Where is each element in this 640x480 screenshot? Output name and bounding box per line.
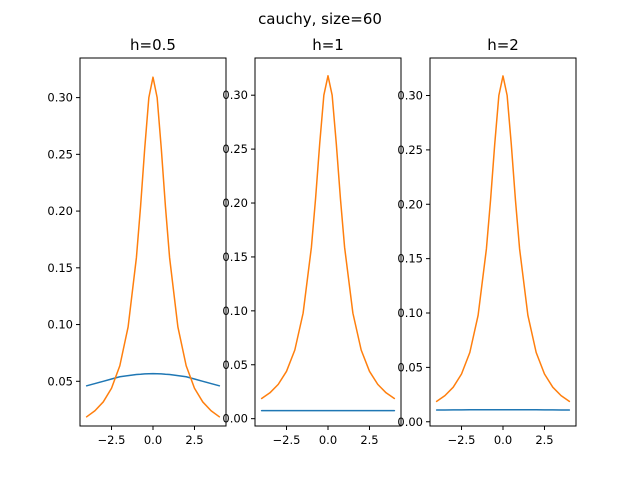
x-tick-label: 2.5 (535, 433, 553, 447)
y-tick-label: 0.20 (222, 196, 248, 210)
x-tick-label: 2.5 (185, 433, 203, 447)
y-tick-label: 0.25 (397, 143, 423, 157)
y-tick-label: 0.00 (222, 412, 248, 426)
subplot-title: h=1 (312, 36, 344, 54)
subplot-3: −2.5 0.0 2.5 0.00 0.05 0.10 0.15 0.20 0.25 0.30 h=… (397, 36, 577, 447)
x-tick-label: 0.0 (494, 433, 512, 447)
figure-title: cauchy, size=60 (258, 10, 382, 28)
x-tick-label: 0.0 (319, 433, 337, 447)
y-tick-label: 0.05 (397, 360, 423, 374)
x-tick-label: −2.5 (98, 433, 126, 447)
y-tick-label: 0.15 (222, 250, 248, 264)
subplot-1: −2.5 0.0 2.5 0.05 0.10 0.15 0.20 0.25 0.30 h=0.5 (47, 36, 227, 447)
series-line-pdf (260, 75, 396, 400)
y-tick-label: 0.00 (397, 415, 423, 429)
subplot-title: h=2 (487, 36, 519, 54)
y-tick-label: 0.15 (397, 252, 423, 266)
y-tick-label: 0.25 (222, 142, 248, 156)
series-line-pdf (85, 76, 221, 418)
y-tick-label: 0.30 (222, 88, 248, 102)
series-line-kde (85, 372, 221, 387)
y-tick-label: 0.10 (47, 318, 73, 332)
subplot-title: h=0.5 (130, 36, 176, 54)
y-tick-label: 0.20 (397, 197, 423, 211)
y-tick-label: 0.20 (47, 204, 73, 218)
x-tick-label: −2.5 (448, 433, 476, 447)
y-tick-label: 0.30 (47, 91, 73, 105)
x-tick-label: −2.5 (273, 433, 301, 447)
subplot-2: −2.5 0.0 2.5 0.00 0.05 0.10 0.15 0.20 0.25 0.30 h=… (222, 36, 402, 447)
y-tick-label: 0.10 (397, 306, 423, 320)
y-tick-label: 0.15 (47, 261, 73, 275)
x-tick-label: 0.0 (144, 433, 162, 447)
x-tick-label: 2.5 (360, 433, 378, 447)
y-tick-label: 0.10 (222, 304, 248, 318)
y-tick-label: 0.05 (47, 374, 73, 388)
series-line-pdf (435, 75, 571, 403)
y-tick-label: 0.05 (222, 358, 248, 372)
y-tick-label: 0.25 (47, 147, 73, 161)
y-tick-label: 0.30 (397, 89, 423, 103)
